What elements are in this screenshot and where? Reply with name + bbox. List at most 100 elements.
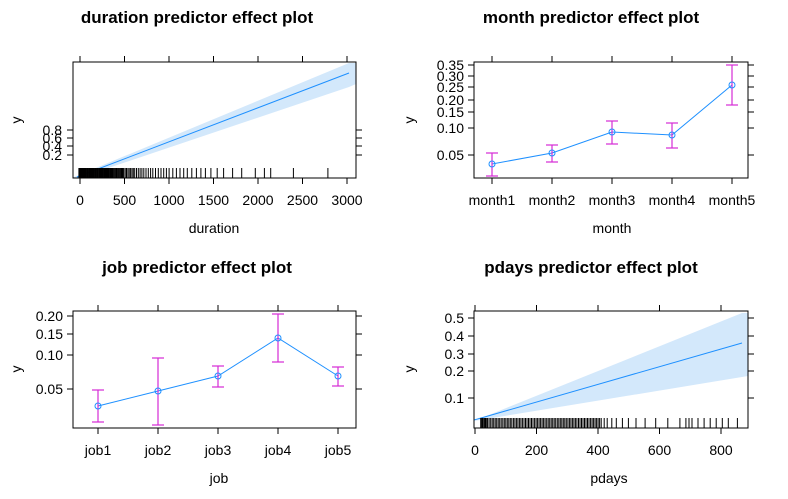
x-axis: 0 200 400 600 800 pdays (471, 305, 733, 486)
x-tick-label: 2000 (242, 192, 273, 208)
y-axis: 0.05 0.10 0.15 0.20 y (8, 308, 362, 397)
x-tick-label: 3000 (331, 192, 362, 208)
x-axis-label: job (209, 470, 229, 486)
duration-effect-panel: duration predictor effect plot 0 500 100… (8, 8, 363, 236)
panel-title: pdays predictor effect plot (484, 258, 698, 277)
panel-title: month predictor effect plot (483, 8, 700, 27)
rug-marks (480, 418, 738, 428)
y-tick-label: 0.2 (43, 147, 63, 163)
plot-frame (72, 310, 357, 429)
y-tick-label: 0.20 (36, 308, 63, 324)
x-tick-label: month1 (469, 192, 516, 208)
x-axis: 0 500 1000 1500 2000 2500 3000 duration (76, 56, 363, 236)
y-tick-label: 0.05 (36, 381, 63, 397)
x-tick-label: month5 (709, 192, 756, 208)
data-point (488, 160, 496, 168)
y-tick-label: 0.3 (445, 346, 465, 362)
data-point (548, 149, 556, 157)
y-tick-label: 0.10 (36, 347, 63, 363)
pdays-effect-panel: pdays predictor effect plot 0 200 400 60… (401, 258, 754, 486)
plot-area (486, 64, 738, 177)
x-tick-label: 600 (648, 442, 672, 458)
x-tick-label: job5 (324, 442, 352, 458)
x-axis: job1 job2 job3 job4 job5 job (84, 305, 352, 486)
y-tick-label: 0.05 (437, 147, 464, 163)
error-bar (152, 357, 164, 426)
x-tick-label: 1000 (153, 192, 184, 208)
fit-line (474, 342, 743, 421)
y-tick-label: 0.6 (43, 130, 63, 146)
data-point (94, 402, 102, 410)
plot-frame (473, 310, 749, 429)
x-tick-label: 500 (113, 192, 137, 208)
rug-marks (78, 168, 329, 178)
y-axis-label: y (401, 117, 417, 124)
x-tick-label: 0 (471, 442, 479, 458)
data-point (728, 81, 736, 89)
y-axis: 0.05 0.10 0.15 0.20 0.25 0.30 0.35 y (401, 57, 754, 163)
y-tick-label: 0.25 (437, 79, 464, 95)
y-axis-label: y (8, 117, 24, 124)
y-tick-label: 0.10 (437, 120, 464, 136)
error-bar (92, 389, 104, 423)
data-point (214, 372, 222, 380)
fit-line (76, 72, 350, 178)
error-bar (332, 366, 344, 387)
x-tick-label: 800 (709, 442, 733, 458)
error-bar (666, 122, 678, 149)
plot-frame (72, 61, 357, 179)
y-tick-label: 0.5 (445, 310, 465, 326)
data-point (608, 128, 616, 136)
error-bar (272, 313, 284, 363)
job-effect-panel: job predictor effect plot (8, 258, 362, 486)
y-tick-label: 0.15 (36, 326, 63, 342)
y-tick-label: 0.8 (43, 122, 63, 138)
x-tick-label: 2500 (287, 192, 318, 208)
y-axis: 0.2 0.4 0.6 0.8 y (8, 117, 362, 163)
confidence-band (474, 313, 748, 421)
x-tick-label: 200 (525, 442, 549, 458)
y-axis-label: y (401, 366, 417, 373)
confidence-band (73, 63, 356, 178)
data-point (154, 387, 162, 395)
y-tick-label: 0.35 (437, 57, 464, 73)
month-effect-panel: month predictor effect plot (401, 8, 756, 236)
y-tick-label: 0.1 (445, 390, 465, 406)
plot-area (92, 313, 344, 426)
x-axis: month1 month2 month3 month4 month5 month (469, 56, 756, 236)
data-point (274, 334, 282, 342)
x-tick-label: month2 (529, 192, 576, 208)
x-axis-label: duration (189, 220, 240, 236)
x-tick-label: month4 (649, 192, 696, 208)
error-bar (606, 120, 618, 145)
x-axis-label: pdays (590, 470, 627, 486)
y-tick-label: 0.2 (445, 363, 465, 379)
x-axis-label: month (593, 220, 632, 236)
plot-area (474, 313, 748, 428)
y-tick-label: 0.4 (43, 138, 63, 154)
x-tick-label: 0 (76, 192, 84, 208)
x-tick-label: 400 (586, 442, 610, 458)
panel-title: job predictor effect plot (101, 258, 292, 277)
x-tick-label: month3 (589, 192, 636, 208)
y-tick-label: 0.30 (437, 68, 464, 84)
data-point (668, 131, 676, 139)
error-bar (726, 64, 738, 106)
plot-area (73, 63, 356, 178)
x-tick-label: job1 (84, 442, 112, 458)
x-tick-label: job4 (264, 442, 292, 458)
error-bar (546, 144, 558, 163)
x-tick-label: job3 (204, 442, 232, 458)
y-tick-label: 0.15 (437, 104, 464, 120)
y-axis: 0.1 0.2 0.3 0.4 0.5 y (401, 310, 754, 406)
y-tick-label: 0.4 (445, 328, 465, 344)
y-axis-label: y (8, 366, 24, 373)
error-bar (212, 365, 224, 388)
y-tick-label: 0.20 (437, 92, 464, 108)
error-bar (486, 152, 498, 177)
x-tick-label: job2 (144, 442, 172, 458)
plot-frame (473, 61, 749, 179)
panel-title: duration predictor effect plot (81, 8, 314, 27)
data-point (334, 372, 342, 380)
